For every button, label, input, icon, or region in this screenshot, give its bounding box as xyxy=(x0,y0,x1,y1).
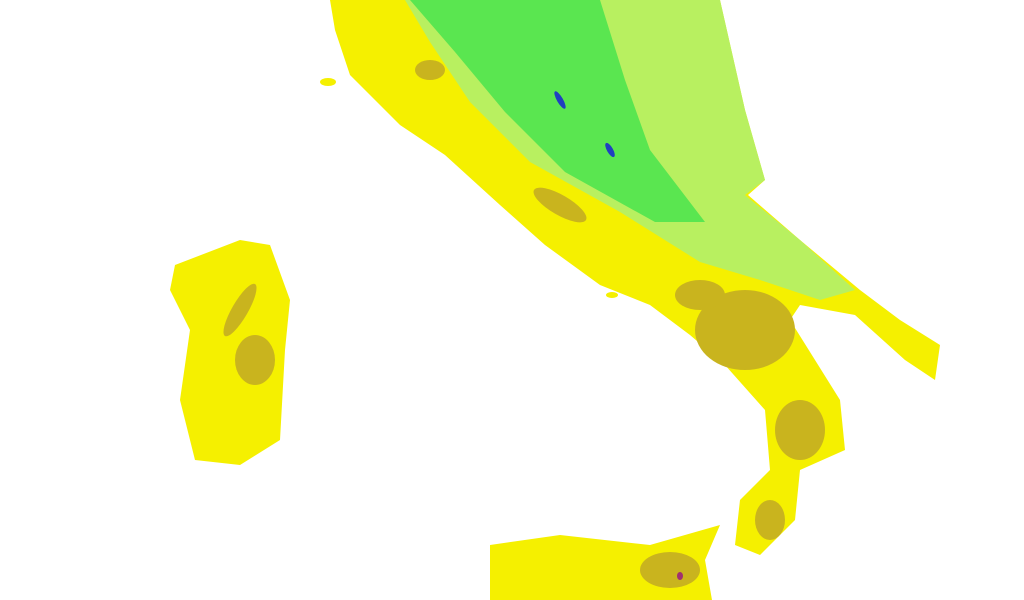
sardinia xyxy=(170,240,290,465)
peak-marker xyxy=(554,91,566,109)
hills-zone xyxy=(223,283,257,337)
peak-marker xyxy=(605,142,615,158)
hills-zone xyxy=(415,60,445,80)
hills-zone xyxy=(695,290,795,370)
hills-zone xyxy=(675,280,725,310)
etna-marker xyxy=(677,572,683,580)
hills-zone xyxy=(755,500,785,540)
hills-zone xyxy=(775,400,825,460)
island xyxy=(606,292,618,298)
island xyxy=(320,78,336,86)
hills-zone xyxy=(533,187,587,223)
high-elevation-zone xyxy=(410,0,705,222)
hills-zone xyxy=(640,552,700,588)
hills-zone xyxy=(235,335,275,385)
